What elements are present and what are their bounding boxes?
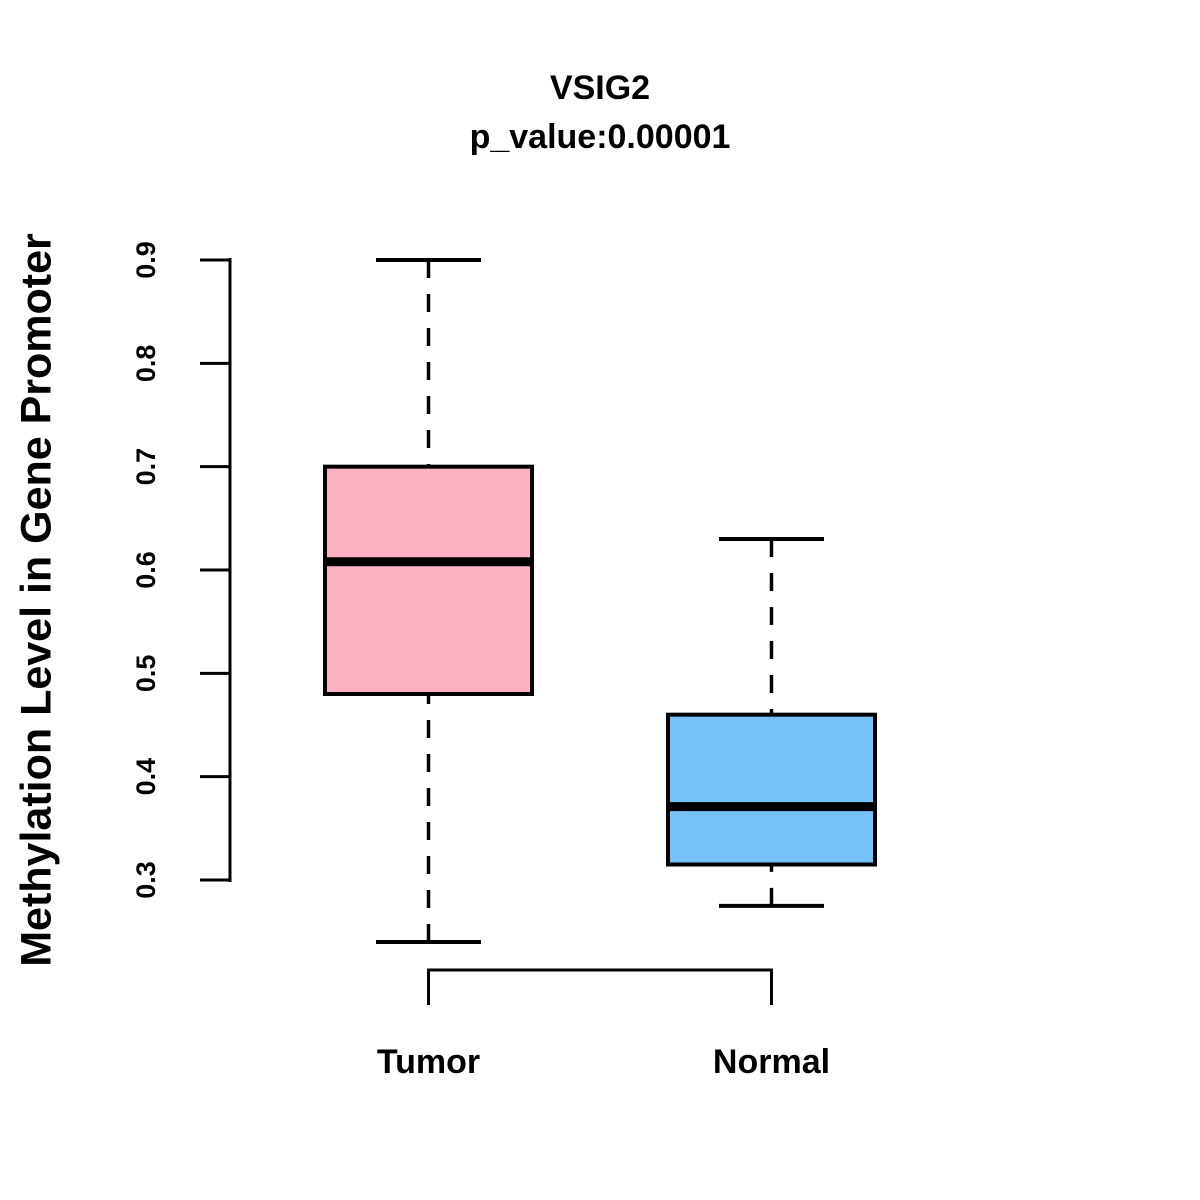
y-tick-label: 0.5 [131, 655, 161, 693]
x-axis-bracket [427, 968, 773, 1005]
y-tick-label: 0.6 [131, 551, 161, 589]
y-tick-label: 0.7 [131, 448, 161, 486]
chart-subtitle: p_value:0.00001 [469, 118, 731, 156]
chart-title: VSIG2 [549, 69, 651, 107]
y-tick-label: 0.3 [131, 861, 161, 899]
y-tick-label: 0.8 [131, 345, 161, 383]
x-category-label-normal: Normal [713, 1043, 830, 1081]
y-tick-label: 0.9 [131, 241, 161, 279]
x-category-label-tumor: Tumor [377, 1043, 480, 1081]
title-block: VSIG2 p_value:0.00001 [0, 64, 1200, 162]
y-tick-label: 0.4 [131, 758, 161, 796]
normal-box [666, 712, 877, 867]
tumor-box [323, 464, 534, 696]
